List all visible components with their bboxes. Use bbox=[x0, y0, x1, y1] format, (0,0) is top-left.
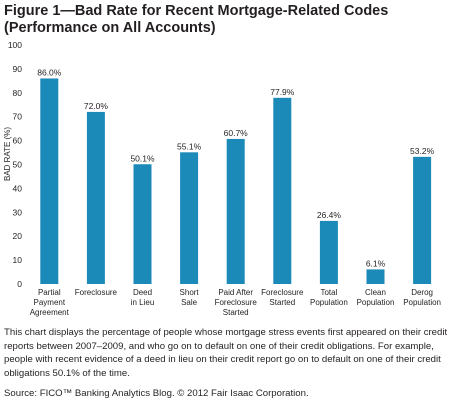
bar-chart: BAD RATE (%) 0 10 20 30 40 50 60 70 80 90 100 86.0… bbox=[3, 40, 441, 317]
x-tick-label: Agreement bbox=[30, 308, 70, 317]
x-tick-label: Partial bbox=[38, 288, 61, 297]
bar bbox=[226, 138, 245, 284]
data-label: 60.7% bbox=[224, 128, 249, 138]
y-axis-label: BAD RATE (%) bbox=[3, 127, 12, 181]
x-tick-label: Foreclosure bbox=[215, 298, 258, 307]
y-tick-label: 20 bbox=[13, 231, 23, 241]
x-tick-label: Started bbox=[269, 298, 295, 307]
data-label: 72.0% bbox=[84, 101, 109, 111]
x-tick-label: Payment bbox=[34, 298, 66, 307]
x-tick-label: Foreclosure bbox=[261, 288, 304, 297]
y-tick-label: 40 bbox=[13, 183, 23, 193]
x-tick-label: Started bbox=[223, 308, 249, 317]
bar bbox=[273, 97, 292, 284]
title-line-1: Figure 1—Bad Rate for Recent Mortgage-Re… bbox=[4, 3, 389, 19]
bar bbox=[366, 269, 385, 284]
x-tick-label: Population bbox=[403, 298, 441, 307]
chart-description: This chart displays the percentage of pe… bbox=[4, 327, 448, 379]
data-label: 55.1% bbox=[177, 141, 202, 151]
x-tick-label: Derog bbox=[411, 288, 433, 297]
y-tick-label: 30 bbox=[13, 207, 23, 217]
bar bbox=[40, 78, 59, 285]
x-tick-label: Short bbox=[180, 288, 200, 297]
chart-title: Figure 1—Bad Rate for Recent Mortgage-Re… bbox=[4, 3, 446, 37]
x-tick-label: Population bbox=[357, 298, 395, 307]
data-label: 6.1% bbox=[366, 258, 386, 268]
y-tick-label: 60 bbox=[13, 136, 23, 146]
data-label: 26.4% bbox=[317, 210, 342, 220]
y-tick-label: 100 bbox=[8, 40, 22, 50]
x-tick-label: Paid After bbox=[218, 288, 253, 297]
y-tick-label: 50 bbox=[13, 160, 23, 170]
bar bbox=[180, 152, 199, 284]
bar bbox=[319, 220, 338, 284]
x-tick-label: Clean bbox=[365, 288, 386, 297]
x-tick-label: Foreclosure bbox=[75, 288, 118, 297]
y-tick-label: 10 bbox=[13, 255, 23, 265]
bar bbox=[133, 164, 152, 284]
y-tick-label: 80 bbox=[13, 88, 23, 98]
y-tick-label: 90 bbox=[13, 64, 23, 74]
y-axis-ticks: 0 10 20 30 40 50 60 70 80 90 100 bbox=[8, 40, 22, 289]
data-labels: 86.0% 72.0% 50.1% 55.1% 60.7% 77.9% 26.4% 6.1% 5… bbox=[37, 67, 434, 268]
y-tick-label: 70 bbox=[13, 112, 23, 122]
bars bbox=[40, 78, 432, 285]
data-label: 77.9% bbox=[270, 87, 295, 97]
x-tick-label: Sale bbox=[181, 298, 198, 307]
source-note: Source: FICO™ Banking Analytics Blog. © … bbox=[4, 388, 309, 399]
x-tick-label: Population bbox=[310, 298, 348, 307]
bar bbox=[413, 156, 432, 284]
x-tick-label: in Lieu bbox=[131, 298, 155, 307]
y-tick-label: 0 bbox=[17, 279, 22, 289]
data-label: 86.0% bbox=[37, 67, 62, 77]
data-label: 50.1% bbox=[130, 153, 155, 163]
bar bbox=[86, 111, 105, 284]
x-tick-label: Deed bbox=[133, 288, 152, 297]
data-label: 53.2% bbox=[410, 146, 435, 156]
x-tick-label: Total bbox=[320, 288, 337, 297]
title-line-2: (Performance on All Accounts) bbox=[4, 20, 216, 36]
